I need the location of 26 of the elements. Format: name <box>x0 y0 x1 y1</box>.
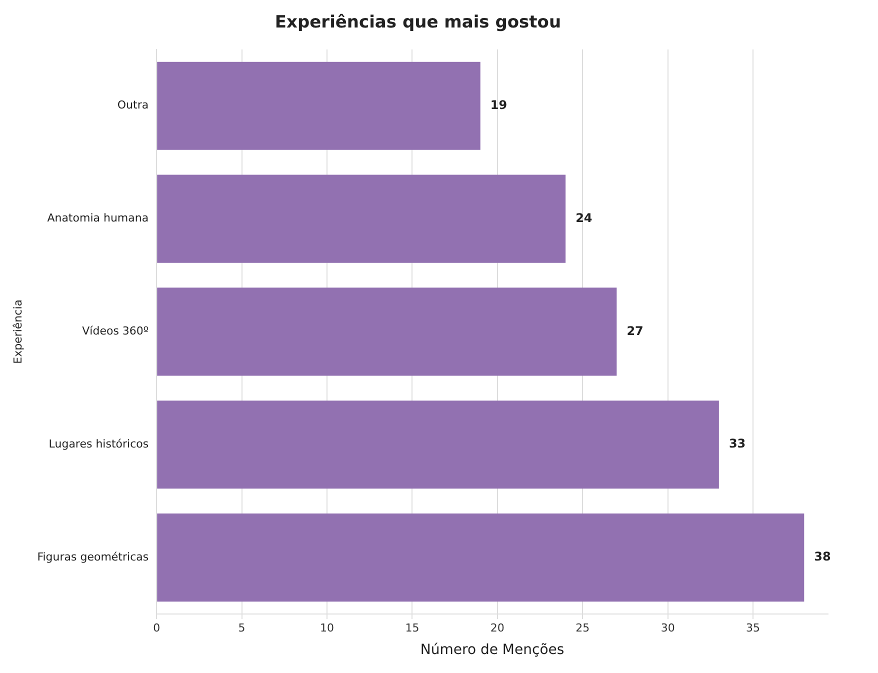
y-tick-label: Figuras geométricas <box>37 550 149 564</box>
data-label: 33 <box>728 436 746 451</box>
y-tick-label: Anatomia humana <box>47 212 149 225</box>
x-tick-label: 10 <box>320 621 334 634</box>
bar <box>157 514 804 602</box>
y-tick-label: Outra <box>117 98 149 112</box>
y-tick-label: Vídeos 360º <box>82 324 149 338</box>
data-label: 27 <box>626 324 644 338</box>
bar <box>157 400 719 489</box>
data-label: 24 <box>576 210 592 225</box>
x-axis-title: Número de Menções <box>420 642 564 658</box>
x-tick-label: 20 <box>490 621 504 634</box>
x-tick-label: 0 <box>153 621 160 634</box>
bar <box>157 174 566 263</box>
bar <box>157 62 480 150</box>
x-tick-label: 15 <box>405 621 420 634</box>
data-label: 38 <box>814 550 831 564</box>
data-label: 19 <box>490 98 508 112</box>
x-tick-label: 25 <box>576 621 590 634</box>
bar <box>157 288 617 376</box>
x-tick-label: 30 <box>660 621 675 634</box>
x-tick-label: 35 <box>746 621 760 634</box>
y-axis-title: Experiência <box>11 300 24 364</box>
y-tick-label: Lugares históricos <box>48 437 149 450</box>
x-tick-label: 5 <box>238 621 246 634</box>
chart-title: Experiências que mais gostou <box>274 12 562 33</box>
